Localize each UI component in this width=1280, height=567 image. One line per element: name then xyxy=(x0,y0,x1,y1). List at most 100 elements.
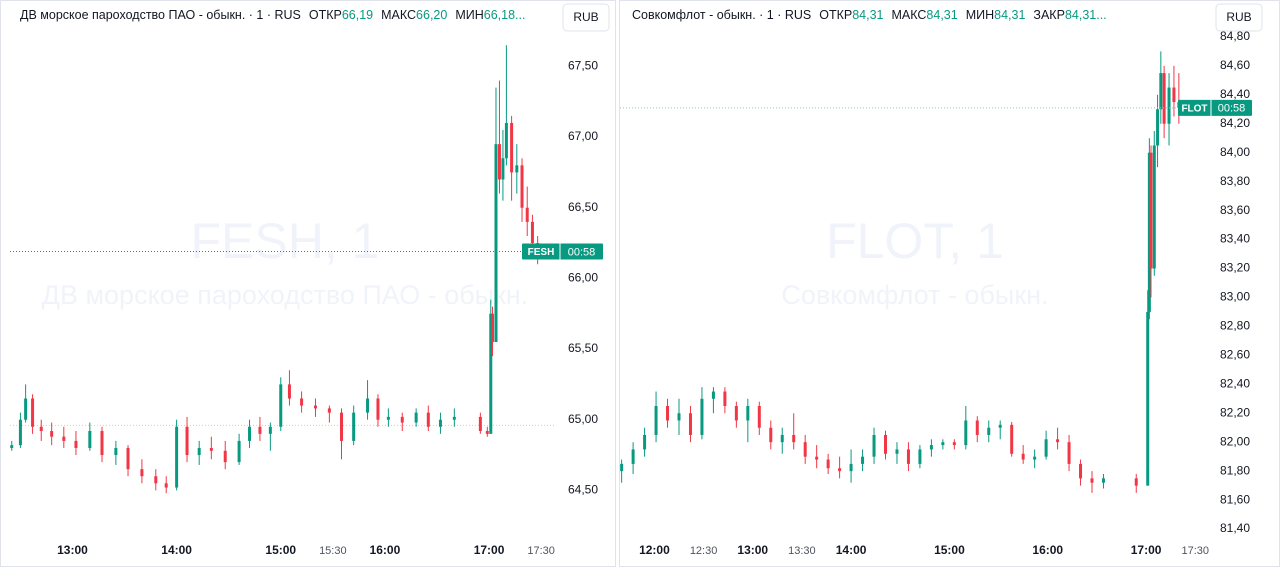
y-tick-label: 81,60 xyxy=(1220,492,1250,506)
candle-body xyxy=(268,426,272,434)
candle-body xyxy=(494,144,498,342)
candle-body xyxy=(654,406,658,435)
y-tick-label: 81,80 xyxy=(1220,463,1250,477)
candle-body xyxy=(906,449,910,464)
x-tick-label: 13:00 xyxy=(57,543,88,557)
y-tick-label: 83,00 xyxy=(1220,290,1250,304)
x-tick-label: 16:00 xyxy=(370,543,401,557)
price-tag-countdown: 00:58 xyxy=(568,246,596,258)
candle-body xyxy=(31,398,35,427)
y-tick-label: 66,00 xyxy=(568,271,598,285)
candle-body xyxy=(140,469,144,477)
candle-body xyxy=(1090,478,1094,483)
stat-value: 84,31 xyxy=(852,8,883,22)
y-tick-label: 65,00 xyxy=(568,412,598,426)
currency-button[interactable] xyxy=(562,3,610,32)
watermark-title: FLOT, 1 xyxy=(826,213,1004,269)
currency-label[interactable]: RUB xyxy=(1226,10,1251,24)
currency-label[interactable]: RUB xyxy=(573,10,598,24)
x-tick-label: 15:00 xyxy=(934,543,965,557)
x-tick-label: 17:30 xyxy=(1181,545,1209,557)
candle-body xyxy=(223,450,227,463)
x-tick-label: 12:00 xyxy=(639,543,670,557)
candle-body xyxy=(861,456,865,464)
price-tag xyxy=(522,243,603,260)
currency-button[interactable] xyxy=(1215,3,1263,32)
candle-body xyxy=(643,434,647,450)
candle-body xyxy=(757,406,761,428)
x-tick-label: 17:30 xyxy=(527,545,555,557)
candle-body xyxy=(24,398,28,420)
candle-body xyxy=(1147,152,1151,312)
candle-body xyxy=(491,313,495,342)
y-tick-label: 84,00 xyxy=(1220,145,1250,159)
candle-body xyxy=(1021,453,1025,460)
y-tick-label: 83,80 xyxy=(1220,174,1250,188)
candle-body xyxy=(88,431,92,448)
candle-body xyxy=(723,391,727,407)
candle-body xyxy=(849,463,853,472)
candle-body xyxy=(1134,478,1138,486)
candle-body xyxy=(872,434,876,457)
y-tick-label: 83,60 xyxy=(1220,203,1250,217)
candle-body xyxy=(237,440,241,463)
watermark-subtitle: Совкомфлот - обыкн. xyxy=(781,280,1048,310)
y-tick-label: 82,20 xyxy=(1220,405,1250,419)
candle-body xyxy=(918,449,922,464)
x-tick-label: 15:00 xyxy=(265,543,296,557)
candle-body xyxy=(734,406,738,421)
candle-body xyxy=(386,416,390,420)
candle-body xyxy=(197,447,201,456)
candle-body xyxy=(1010,424,1014,454)
candle-body xyxy=(175,426,179,488)
candle-body xyxy=(452,416,456,420)
candle-body xyxy=(895,449,899,454)
candle-body xyxy=(1172,87,1176,103)
candle-body xyxy=(50,431,54,437)
x-tick-label: 13:30 xyxy=(788,545,816,557)
candle-body xyxy=(838,468,842,472)
y-tick-label: 84,20 xyxy=(1220,116,1250,130)
x-tick-label: 17:00 xyxy=(1131,543,1162,557)
y-tick-label: 83,20 xyxy=(1220,261,1250,275)
candle-body xyxy=(426,412,430,427)
candle-body xyxy=(631,449,635,464)
candle-body xyxy=(340,412,344,441)
candle-body xyxy=(975,420,979,435)
x-tick-label: 14:00 xyxy=(161,543,192,557)
stat-value: 84,31 xyxy=(994,8,1025,22)
candle-body xyxy=(1162,73,1166,124)
price-tag-symbol: FLOT xyxy=(1181,103,1207,114)
candle-body xyxy=(501,158,505,180)
candle-body xyxy=(478,416,482,432)
y-tick-label: 82,60 xyxy=(1220,348,1250,362)
panel-left xyxy=(0,0,616,567)
x-tick-label: 13:00 xyxy=(737,543,768,557)
candle-body xyxy=(803,442,807,457)
candle-body xyxy=(248,426,252,441)
y-tick-label: 84,80 xyxy=(1220,29,1250,43)
candle-body xyxy=(18,419,22,446)
x-tick-label: 16:00 xyxy=(1032,543,1063,557)
stat-label: МАКС xyxy=(892,8,927,22)
y-tick-label: 67,50 xyxy=(568,59,598,73)
candle-body xyxy=(780,434,784,443)
candle-body xyxy=(515,165,519,173)
candle-body xyxy=(497,144,501,180)
header-title: Совкомфлот - обыкн. · 1 · RUS xyxy=(632,8,811,22)
y-tick-label: 81,40 xyxy=(1220,521,1250,535)
stat-value: 66,19 xyxy=(342,8,373,22)
stat-value: 84,31 xyxy=(926,8,957,22)
candle-body xyxy=(1101,478,1105,483)
candle-body xyxy=(987,427,991,435)
candle-body xyxy=(366,398,370,413)
candle-body xyxy=(327,408,331,413)
candle-body xyxy=(746,406,750,421)
stat-label: ОТКР xyxy=(819,8,852,22)
x-tick-label: 17:00 xyxy=(474,543,505,557)
candle-body xyxy=(929,445,933,450)
candle-body xyxy=(438,419,442,427)
candle-body xyxy=(525,207,529,222)
stat-value: 66,20 xyxy=(416,8,447,22)
candle-body xyxy=(126,447,130,470)
